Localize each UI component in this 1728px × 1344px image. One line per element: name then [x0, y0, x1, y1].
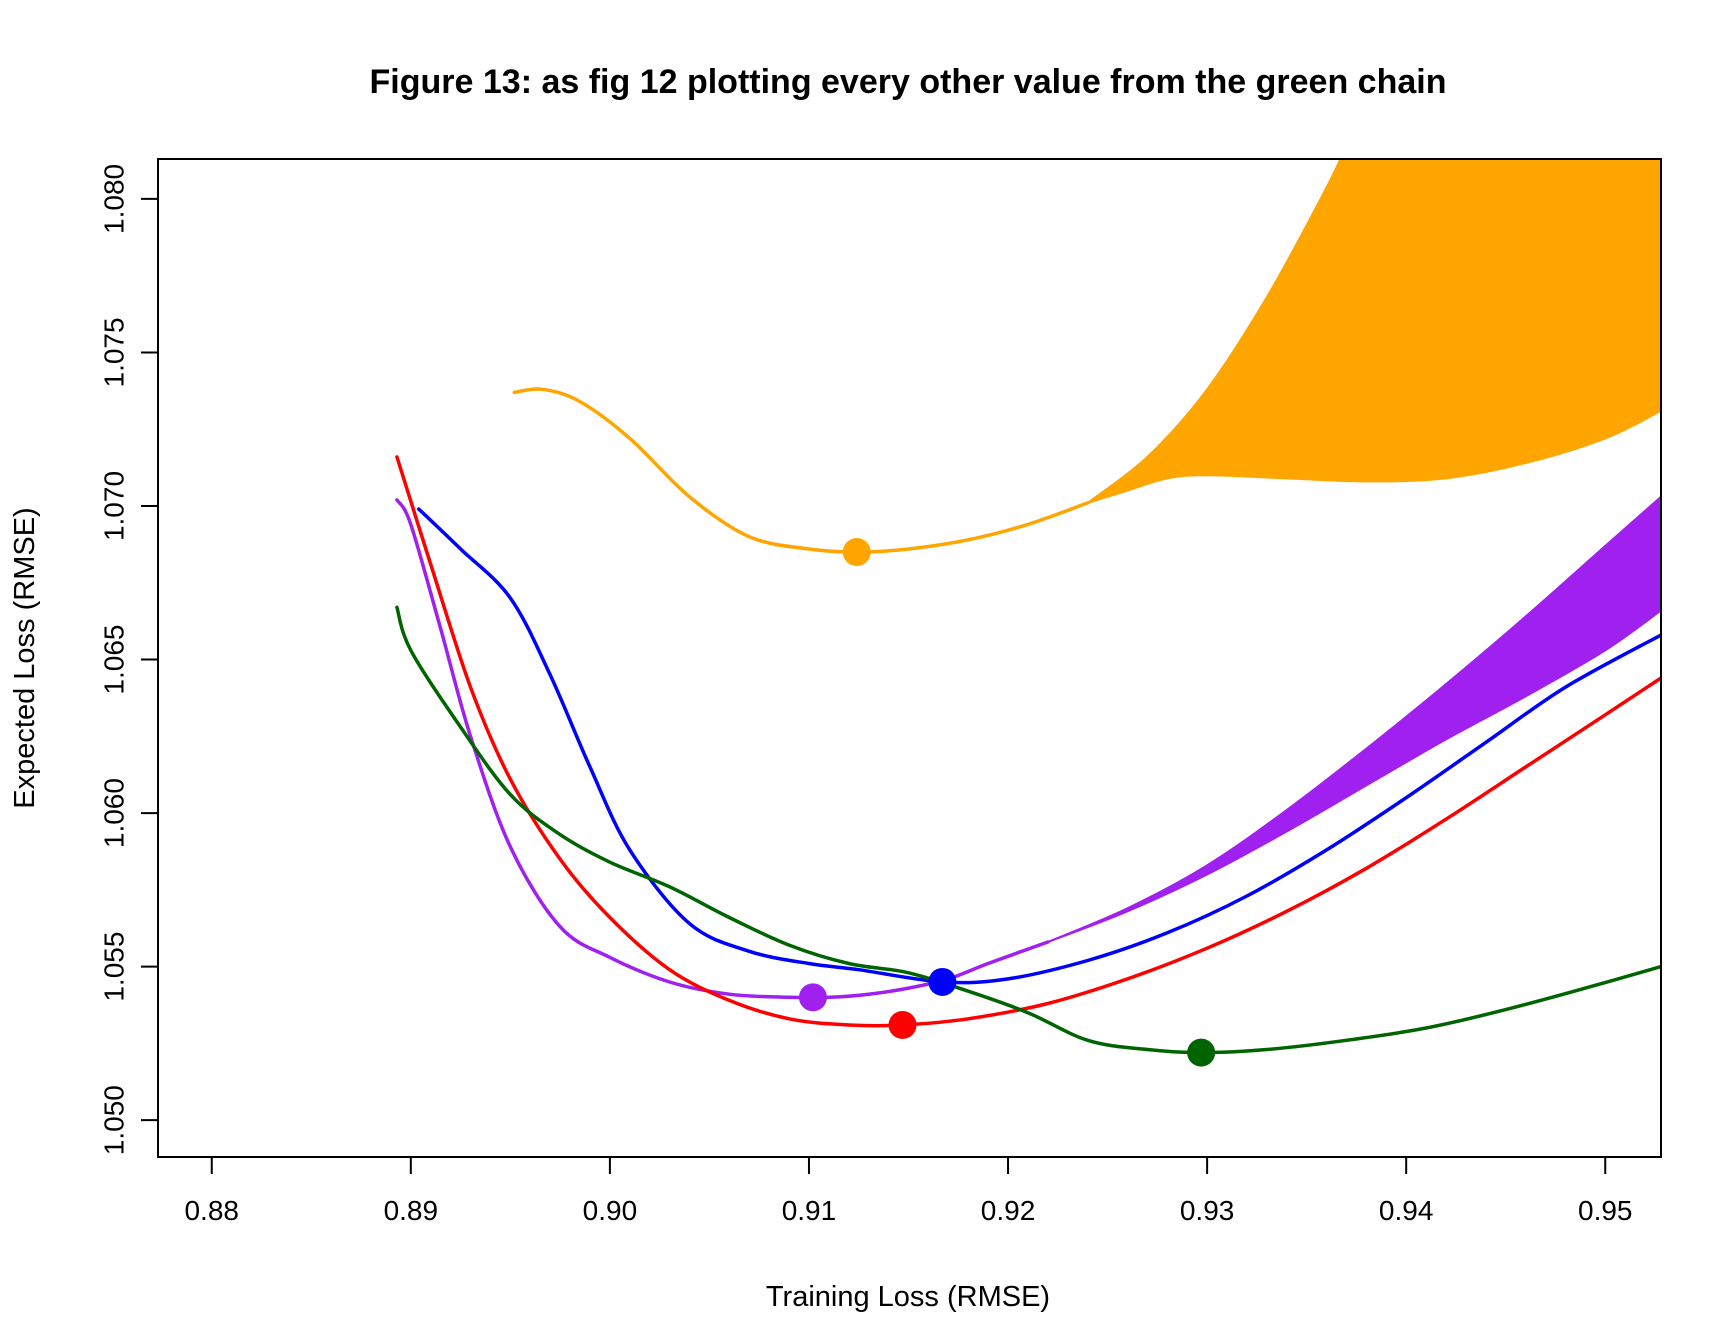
series-line-purple	[395, 498, 1050, 1000]
y-tick-label: 1.060	[99, 778, 130, 848]
series-layer	[395, 159, 1661, 1055]
marker-layer	[798, 538, 1216, 1067]
y-tick-label: 1.050	[99, 1085, 130, 1155]
x-tick-label: 0.94	[1379, 1195, 1434, 1226]
x-tick-label: 0.92	[981, 1195, 1036, 1226]
y-tick-label: 1.055	[99, 932, 130, 1002]
x-tick-label: 0.89	[384, 1195, 439, 1226]
x-tick-label: 0.91	[782, 1195, 837, 1226]
y-axis: 1.050 1.055 1.060 1.065 1.070 1.075 1.080	[99, 164, 159, 1155]
series-min-point-red	[888, 1010, 917, 1039]
chart-title: Figure 13: as fig 12 plotting every othe…	[370, 63, 1447, 101]
series-min-point-orange	[842, 538, 871, 567]
y-tick-label: 1.075	[99, 317, 130, 387]
x-axis-label: Training Loss (RMSE)	[766, 1281, 1050, 1313]
y-axis-label: Expected Loss (RMSE)	[9, 507, 41, 808]
x-axis: 0.88 0.89 0.90 0.91 0.92 0.93 0.94 0.95	[184, 1156, 1633, 1226]
series-min-point-purple	[798, 983, 827, 1012]
x-tick-label: 0.88	[184, 1195, 239, 1226]
series-min-point-darkgreen	[1187, 1038, 1216, 1067]
y-tick-label: 1.070	[99, 471, 130, 541]
series-band-purple	[1047, 495, 1661, 943]
y-tick-label: 1.080	[99, 164, 130, 234]
series-line-red	[395, 455, 1661, 1028]
series-min-point-blue	[928, 967, 957, 996]
x-tick-label: 0.93	[1180, 1195, 1235, 1226]
series-line-orange	[512, 387, 1090, 554]
y-tick-label: 1.065	[99, 624, 130, 694]
series-band-orange	[1087, 159, 1661, 504]
x-tick-label: 0.95	[1578, 1195, 1633, 1226]
x-tick-label: 0.90	[583, 1195, 638, 1226]
